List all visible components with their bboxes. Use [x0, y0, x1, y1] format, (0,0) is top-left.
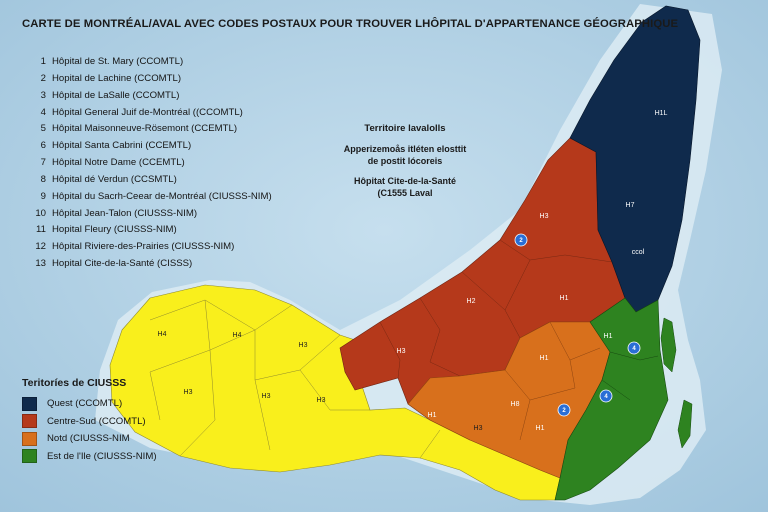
hospital-number: 4	[40, 106, 46, 118]
zone-label: H1	[604, 333, 613, 340]
hospital-number: 1	[40, 56, 46, 67]
marker-number: 4	[604, 394, 608, 400]
laval-subtitle-line: de postit lócoreis	[367, 156, 443, 166]
hospital-number: 13	[35, 258, 46, 270]
hospital-number: 10	[35, 207, 46, 219]
hospital-list-item: 10 Hôpital Jean-Talon (CIUSSS-NIM)	[26, 206, 272, 223]
hospital-name: Hôpital Maisonneuve-Rösemont (CCEMTL)	[52, 123, 238, 135]
hospital-list-item: 6 Hôpital Santa Cabrini (CCEMTL)	[26, 138, 272, 155]
hospital-name: Hôpital General Juif de-Montréal ((CCOMT…	[52, 106, 243, 118]
island-islet-1	[660, 317, 677, 373]
hospital-number: 12	[35, 241, 46, 253]
hospital-name: Hôpital de St. Mary (CCOMTL)	[52, 56, 184, 67]
zone-label: H3	[474, 425, 483, 432]
hospital-number: 8	[40, 173, 46, 185]
hospital-list: 1 Hôpital de St. Mary (CCOMTL) 2 Hopital d…	[26, 54, 272, 273]
legend-label: Notd (CIUSSS-NIM	[47, 433, 130, 445]
legend-label: Centre-Sud (CCOMTL)	[47, 415, 146, 427]
zone-label: H4	[233, 332, 242, 339]
hospital-number: 9	[40, 190, 46, 202]
zone-label: H1	[560, 295, 569, 302]
zone-north-borders	[504, 321, 601, 441]
hospital-number: 7	[40, 157, 46, 169]
hospital-list-item: 1 Hôpital de St. Mary (CCOMTL)	[26, 54, 272, 71]
hospital-number: 6	[40, 140, 46, 152]
legend-swatch	[22, 396, 37, 411]
legend-swatch	[22, 431, 37, 446]
hospital-list-item: 13 Hopital Cite-de-la-Santé (CISSS)	[26, 256, 272, 273]
hospital-marker[interactable]: 2	[557, 403, 571, 417]
hospital-list-item: 3 Hôpital de LaSalle (CCOMTL)	[26, 88, 272, 105]
zone-label: H3	[540, 213, 549, 220]
zone-east-borders	[601, 351, 659, 401]
zone-west-borders	[149, 299, 441, 459]
island-islet-2	[677, 399, 693, 449]
hospital-list-item: 7 Hôpital Notre Dame (CCEMTL)	[26, 155, 272, 172]
legend-swatch	[22, 414, 37, 429]
zone-label: ccol	[632, 249, 645, 256]
hospital-marker[interactable]: 4	[627, 341, 641, 355]
legend-label: Est de l'Ile (CIUSSS-NIM)	[47, 450, 157, 462]
hospital-marker[interactable]: 4	[599, 389, 613, 403]
hospital-list-item: 4 Hôpital General Juif de-Montréal ((CCOM…	[26, 105, 272, 122]
hospital-list-item: 11 Hopital Fleury (CIUSSS-NIM)	[26, 222, 272, 239]
zone-label: H7	[626, 202, 635, 209]
legend-swatch	[22, 449, 37, 464]
hospital-marker[interactable]: 2	[514, 233, 528, 247]
hospital-list-item: 9 Hôpital du Sacrh-Ceear de-Montréal (CIU…	[26, 189, 272, 206]
zone-label: H4	[158, 331, 167, 338]
hospital-list-item: 5 Hôpital Maisonneuve-Rösemont (CCEMTL)	[26, 121, 272, 138]
legend-item: Est de l'Ile (CIUSSS-NIM)	[22, 448, 157, 466]
laval-hospital-name: Hôpitat Cite-de-la-Santé	[353, 176, 456, 186]
hospital-name: Hôpital Jean-Talon (CIUSSS-NIM)	[52, 207, 198, 219]
zone-label: H1	[540, 355, 549, 362]
hospital-number: 5	[40, 123, 46, 135]
hospital-name: Hopital de Lachine (CCOMTL)	[52, 72, 182, 84]
zone-label: H3	[317, 397, 326, 404]
hospital-name: Hôpital Santa Cabrini (CCEMTL)	[52, 140, 192, 152]
hospital-name: Hôpital du Sacrh-Ceear de-Montréal (CIUS…	[52, 190, 272, 202]
marker-number: 2	[562, 408, 566, 414]
hospital-number: 2	[40, 72, 46, 84]
hospital-number: 11	[36, 224, 46, 236]
legend-item: Quest (CCOMTL)	[22, 395, 157, 413]
marker-number: 2	[519, 238, 523, 244]
zone-northeast-navy	[569, 5, 701, 313]
laval-title: Territoire lavalolls	[364, 123, 446, 134]
zone-centre-borders	[379, 239, 613, 379]
zone-label: H2	[467, 298, 476, 305]
zone-label: H3	[184, 389, 193, 396]
hospital-name: Hopital Cite-de-la-Santé (CISSS)	[52, 258, 193, 270]
zone-label: H8	[511, 401, 520, 408]
hospital-name: Hôpital Riviere-des-Prairies (CIUSSS-NIM…	[52, 241, 235, 253]
hospital-list-item: 8 Hôpital dé Verdun (CCSMTL)	[26, 172, 272, 189]
zone-label: H3	[397, 348, 406, 355]
zone-label: H1	[428, 412, 437, 419]
laval-subtitle-line: Apperizemoås itléten elosttit	[343, 144, 467, 154]
legend-item: Notd (CIUSSS-NIM	[22, 430, 157, 448]
zone-label: H1	[536, 425, 545, 432]
hospital-name: Hôpital de LaSalle (CCOMTL)	[52, 89, 180, 101]
hospital-name: Hôpital Notre Dame (CCEMTL)	[52, 157, 185, 169]
legend-item: Centre-Sud (CCOMTL)	[22, 413, 157, 431]
hospital-list-item: 2 Hopital de Lachine (CCOMTL)	[26, 71, 272, 88]
legend-label: Quest (CCOMTL)	[47, 398, 123, 410]
laval-hospital-org: (C1555 Laval	[377, 188, 433, 198]
hospital-name: Hopital Fleury (CIUSSS-NIM)	[52, 224, 177, 236]
hospital-name: Hôpital dé Verdun (CCSMTL)	[52, 173, 177, 185]
marker-number: 4	[632, 346, 636, 352]
zone-label: H3	[262, 393, 271, 400]
zone-label: H1L	[655, 110, 668, 117]
legend: Teritoríes de CIUSSS Quest (CCOMTL) Cent…	[22, 377, 157, 465]
hospital-number: 3	[40, 89, 46, 101]
laval-info: Territoire lavalolls Apperizemoås itléte…	[320, 123, 490, 199]
hospital-list-item: 12 Hôpital Riviere-des-Prairies (CIUSSS-N…	[26, 239, 272, 256]
legend-title: Teritoríes de CIUSSS	[22, 377, 127, 389]
zone-label: H3	[299, 342, 308, 349]
map-title: CARTE DE MONTRÉAL/AVAL AVEC CODES POSTAU…	[22, 18, 679, 30]
